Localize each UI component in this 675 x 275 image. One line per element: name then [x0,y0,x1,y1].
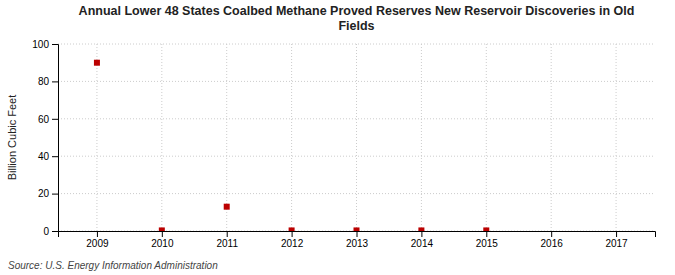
tick: 2013 [346,231,369,249]
tick-mark [162,231,163,237]
title-line: Fields [338,19,374,33]
point [94,60,100,66]
point [354,227,360,231]
tick: 80 [38,76,58,87]
tick-mark [52,156,58,157]
grid-line-x [96,44,97,231]
tick-mark [227,231,228,237]
tick-label: 2015 [476,238,499,249]
grid-line-x [291,44,292,231]
grid-line-x [616,44,617,231]
tick-mark [292,231,293,237]
x-axis: 2009 2010 2011 2012 2013 2014 2015 2016 2017 [59,231,656,249]
point [418,227,424,231]
tick: 40 [38,151,58,162]
tick-mark [551,231,552,237]
tick-mark [357,231,358,237]
tick-mark [97,231,98,237]
tick-label: 100 [32,39,49,50]
tick: 2011 [216,231,238,249]
tick: 2016 [541,231,564,249]
title: Annual Lower 48 States Coalbed Methane P… [79,4,635,33]
grid-line-x [226,44,227,231]
tick: 2014 [411,231,434,249]
grid-line-y [58,81,655,82]
tick-label: 2013 [346,238,369,249]
tick: 2010 [151,231,174,249]
grid-line-x [356,44,357,231]
grid-line-y [58,44,655,45]
tick-mark [52,81,58,82]
tick-label: 2012 [281,238,304,249]
axis-line [52,45,59,232]
tick-label: 40 [38,151,50,162]
tick-mark [52,119,58,120]
tick-mark [486,231,487,237]
grid-line-x [421,44,422,231]
points [94,60,489,231]
tick: 0 [43,226,58,237]
tick-mark [616,231,617,237]
tick-label: 60 [38,114,50,125]
grid-line-y [58,118,655,119]
plot-area: 2009 2010 2011 2012 2013 2014 2015 2016 2017 0 20 4… [32,39,655,249]
tick-label: 2014 [411,238,434,249]
chart: Annual Lower 48 States Coalbed Methane P… [0,0,675,275]
tick: 2017 [605,231,628,249]
point [224,204,230,210]
tick: 2015 [476,231,499,249]
y-axis: 0 20 40 60 80 100 [32,39,58,237]
source: Source: U.S. Energy Information Administ… [8,260,218,271]
tick-label: 2017 [605,238,628,249]
tick-label: 20 [38,188,50,199]
tick: 60 [38,114,58,125]
grid-line-x [161,44,162,231]
tick-label: 2011 [216,238,238,249]
grid-line-y [58,193,655,194]
axis-line [59,232,656,238]
tick: 2012 [281,231,304,249]
tick-label: 80 [38,76,50,87]
y-axis-label: Billion Cubic Feet [6,95,18,181]
point [483,227,489,231]
grid [58,44,655,231]
grid-line-x [551,44,552,231]
tick-mark [52,231,58,232]
point [289,227,295,231]
tick-mark [421,231,422,237]
tick: 100 [32,39,58,50]
title-line: Annual Lower 48 States Coalbed Methane P… [79,4,635,18]
tick-mark [52,44,58,45]
tick-mark [52,194,58,195]
point [159,227,165,231]
tick: 2009 [86,231,109,249]
tick-label: 2010 [151,238,174,249]
grid-line-y [58,156,655,157]
tick-label: 2009 [86,238,109,249]
tick-label: 2016 [541,238,564,249]
tick: 20 [38,188,58,199]
tick-label: 0 [43,226,49,237]
grid-line-x [486,44,487,231]
